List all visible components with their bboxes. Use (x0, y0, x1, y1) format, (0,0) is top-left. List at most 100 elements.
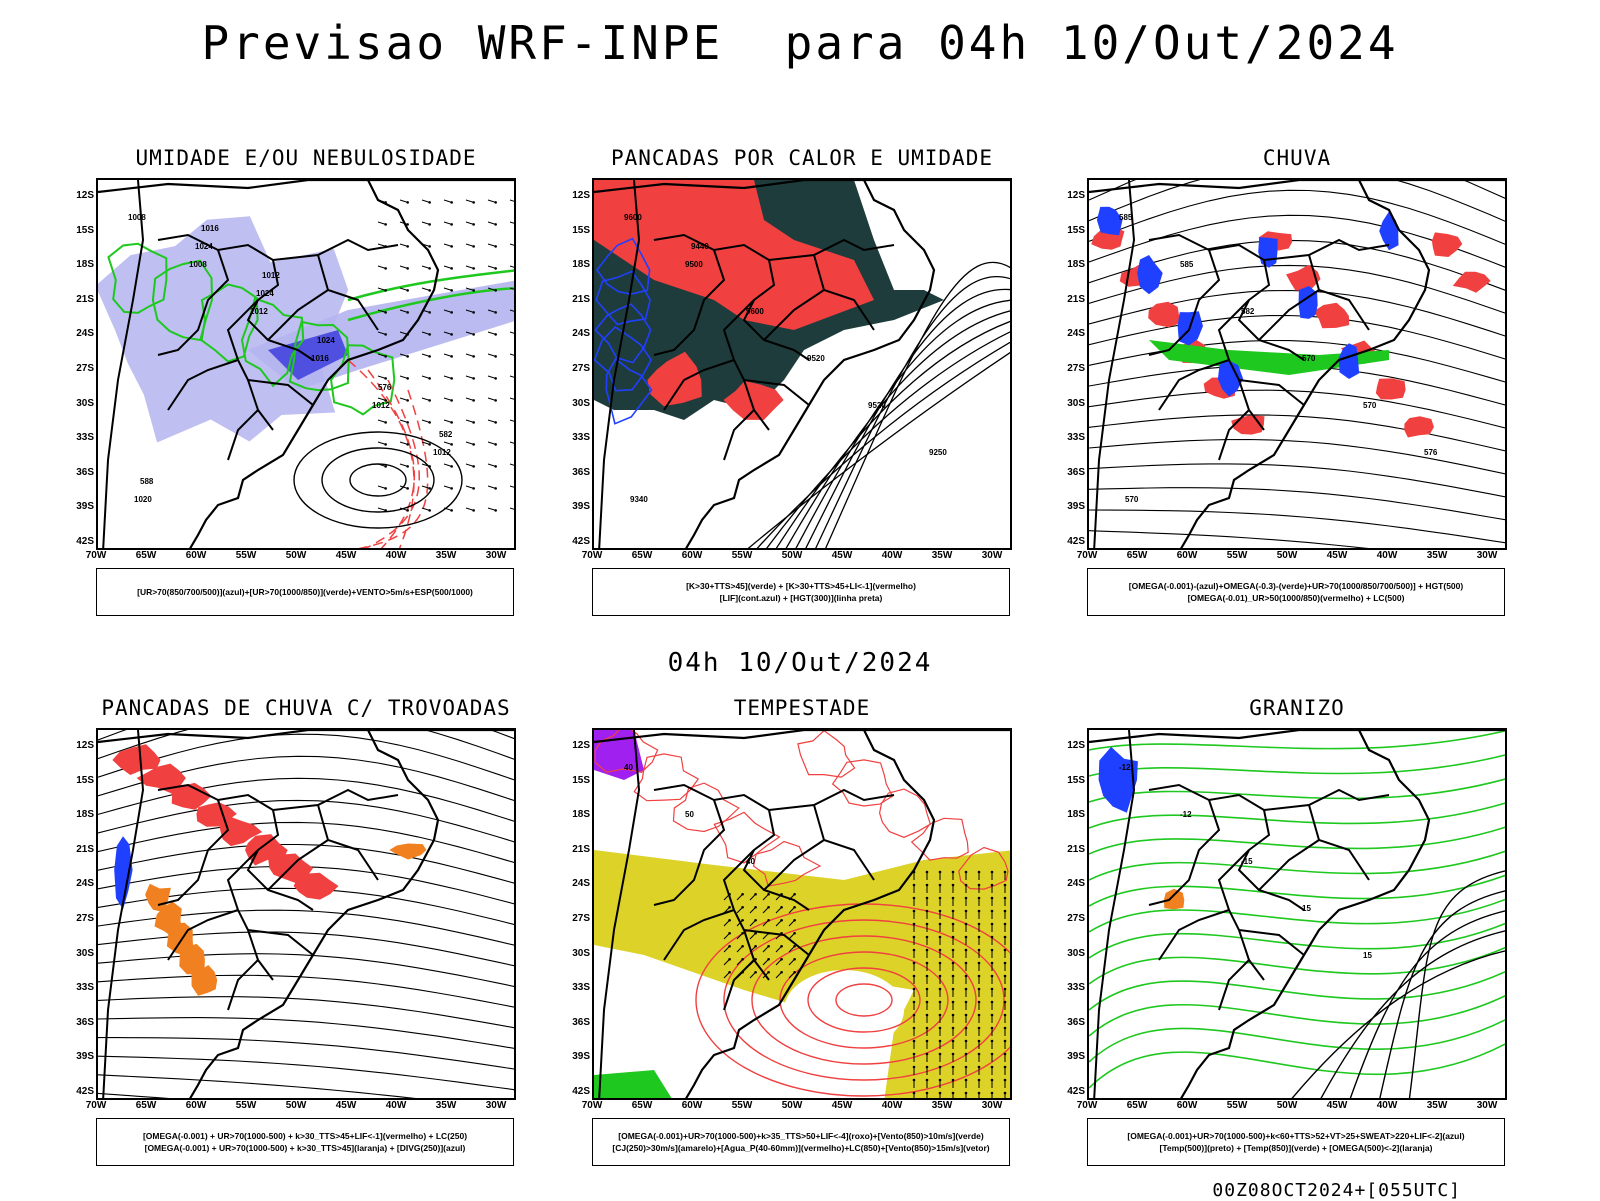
wind-vector-head (913, 1014, 916, 1017)
longitude-label: 70W (81, 1100, 111, 1111)
legend-line: [CJ(250)>30m/s](amarelo)+[Agua_P(40-60mm… (612, 1142, 989, 1154)
longitude-label: 60W (181, 1100, 211, 1111)
wind-vector-head (991, 884, 994, 887)
wind-vector-head (926, 1014, 929, 1017)
wind-vector-head (450, 399, 453, 402)
streamline (1089, 390, 1507, 429)
longitude-label: 65W (131, 550, 161, 561)
longitude-label: 30W (1472, 1100, 1502, 1111)
wind-vector-head (494, 377, 497, 380)
wind-vector-head (450, 487, 453, 490)
panel-title: GRANIZO (1087, 696, 1507, 720)
latitude-label: 36S (560, 1017, 590, 1028)
wind-vector-head (978, 988, 981, 991)
wind-vector-head (754, 906, 757, 909)
wind-vector-head (965, 1001, 968, 1004)
wind-vector-head (939, 923, 942, 926)
streamline (98, 1038, 516, 1070)
wind-vector-head (939, 1040, 942, 1043)
wind-vector-head (965, 1040, 968, 1043)
longitude-label: 70W (577, 550, 607, 561)
wind-vector-head (428, 487, 431, 490)
wind-vector-head (991, 936, 994, 939)
longitude-label: 35W (927, 550, 957, 561)
wind-vector-head (926, 975, 929, 978)
wind-vector-head (991, 910, 994, 913)
contour-label: 582 (1241, 307, 1255, 316)
latitude-label: 39S (1055, 501, 1085, 512)
legend-line: [LIF](cont.azul) + [HGT(300)](linha pret… (720, 592, 883, 604)
wind-vector-head (965, 1079, 968, 1082)
longitude-label: 55W (1222, 1100, 1252, 1111)
wind-vector-head (1004, 988, 1007, 991)
contour-label: 15 (1363, 951, 1372, 960)
panel-title: CHUVA (1087, 146, 1507, 170)
wind-vector-head (741, 932, 744, 935)
longitude-label: 30W (977, 1100, 1007, 1111)
wind-vector-head (978, 1027, 981, 1030)
wind-vector-head (952, 910, 955, 913)
wind-vector-head (952, 962, 955, 965)
contour-label: 570 (1125, 495, 1139, 504)
legend-line: [OMEGA(-0.001) + UR>70(1000-500) + k>30_… (143, 1130, 467, 1142)
streamline (98, 1075, 516, 1100)
wind-vector-head (450, 311, 453, 314)
wind-vector-head (780, 945, 783, 948)
latitude-label: 21S (64, 844, 94, 855)
wind-vector-head (384, 267, 387, 270)
wind-vector-head (1004, 910, 1007, 913)
latitude-label: 24S (1055, 878, 1085, 889)
latitude-label: 36S (1055, 1017, 1085, 1028)
wind-vector-head (991, 1014, 994, 1017)
temp850-contour (1089, 754, 1507, 776)
latitude-label: 42S (1055, 536, 1085, 547)
wind-vector-head (406, 245, 409, 248)
latitude-label: 24S (1055, 328, 1085, 339)
contour-line (322, 448, 434, 512)
wind-vector-head (384, 487, 387, 490)
wind-vector-head (913, 949, 916, 952)
wind-vector-head (406, 443, 409, 446)
wind-vector-head (428, 399, 431, 402)
latitude-label: 24S (560, 328, 590, 339)
wind-vector-head (991, 1040, 994, 1043)
latitude-label: 39S (560, 1051, 590, 1062)
wind-vector-head (384, 465, 387, 468)
contour-label: 570 (1302, 354, 1316, 363)
hgt-contour (784, 310, 1012, 550)
streamline (98, 954, 516, 988)
wind-vector-head (384, 355, 387, 358)
wind-vector-head (1004, 1053, 1007, 1056)
longitude-label: 35W (431, 550, 461, 561)
wind-vector-head (926, 962, 929, 965)
wind-vector-head (952, 897, 955, 900)
longitude-label: 45W (827, 550, 857, 561)
wind-vector-head (991, 988, 994, 991)
wind-vector-head (965, 923, 968, 926)
wind-vector-head (767, 958, 770, 961)
wind-vector-head (406, 509, 409, 512)
longitude-label: 50W (1272, 550, 1302, 561)
streamline (98, 1056, 516, 1090)
lc850-contour (634, 754, 698, 801)
wind-vector-head (926, 936, 929, 939)
latitude-label: 36S (64, 467, 94, 478)
wind-vector-head (428, 289, 431, 292)
streamline (1089, 440, 1507, 475)
wind-vector-head (939, 1092, 942, 1095)
latitude-label: 27S (560, 363, 590, 374)
contour-label: 9250 (929, 448, 947, 457)
political-border (1239, 930, 1304, 955)
wind-vector-head (741, 919, 744, 922)
longitude-label: 40W (381, 550, 411, 561)
latitude-label: 24S (560, 878, 590, 889)
wind-vector-head (965, 1027, 968, 1030)
wind-vector-head (926, 1066, 929, 1069)
longitude-label: 45W (331, 550, 361, 561)
streamline (98, 997, 516, 1029)
latitude-label: 18S (64, 809, 94, 820)
longitude-label: 55W (727, 1100, 757, 1111)
lc850-contour (912, 818, 969, 860)
wind-vector-head (926, 1027, 929, 1030)
